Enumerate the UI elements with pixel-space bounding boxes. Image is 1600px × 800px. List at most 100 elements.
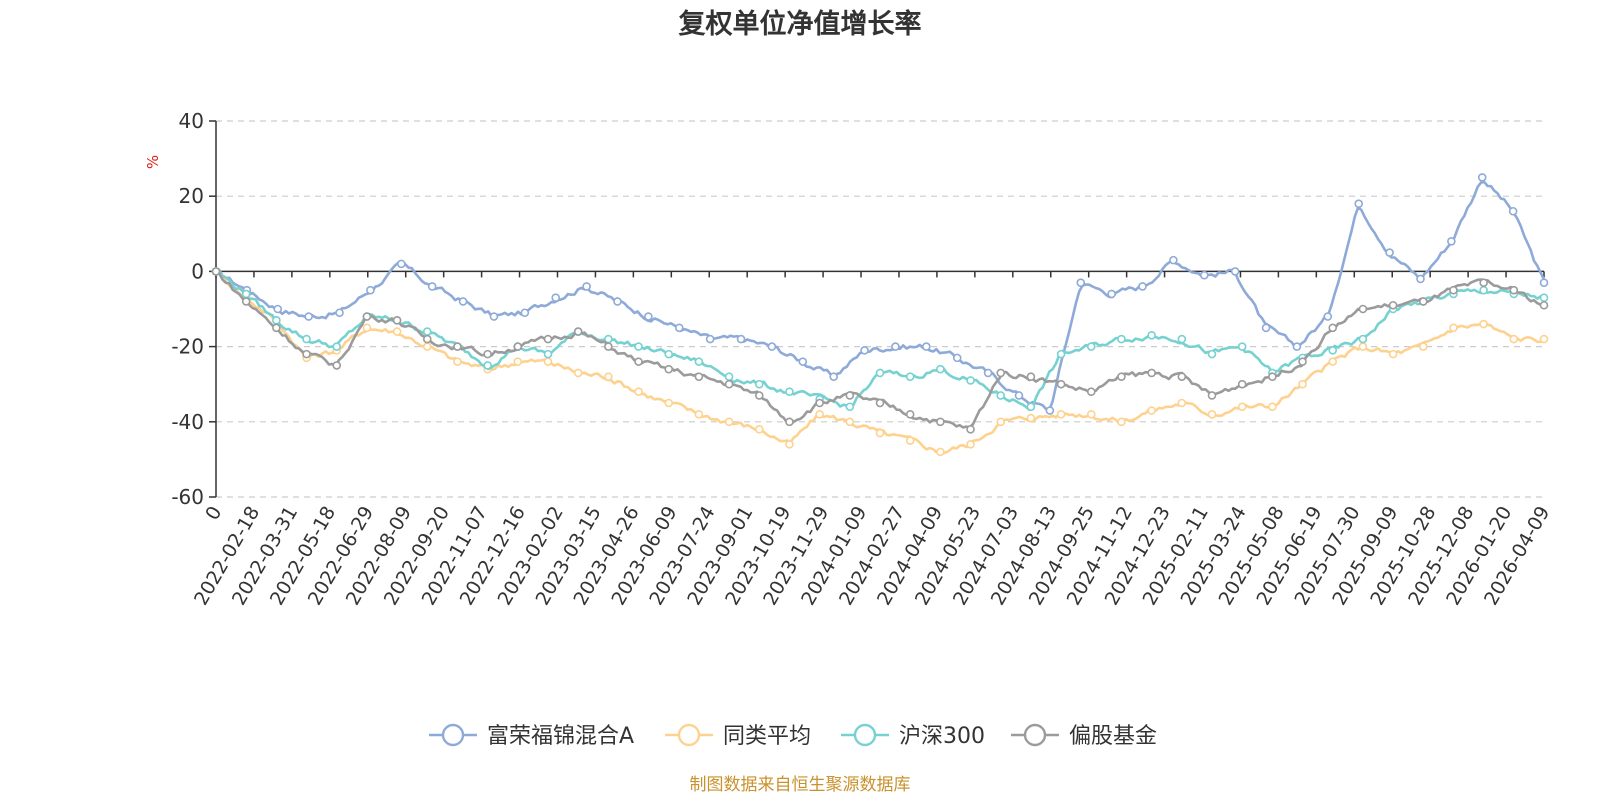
- series-point: [332, 342, 342, 351]
- grid-lines: [216, 120, 1544, 498]
- series-point: [1358, 334, 1368, 344]
- series-point: [1416, 274, 1425, 284]
- series-point: [694, 372, 704, 381]
- series-point: [422, 334, 432, 344]
- series-point: [366, 285, 375, 295]
- series-point: [1147, 406, 1156, 415]
- series-point: [767, 342, 777, 351]
- series-point: [604, 342, 613, 351]
- series-point: [754, 391, 764, 400]
- series-point: [1086, 409, 1096, 419]
- y-tick-label: -60: [171, 485, 204, 509]
- series-point: [1539, 300, 1549, 310]
- series-point: [983, 368, 993, 378]
- legend-label: 同类平均: [723, 724, 811, 749]
- series-point: [1358, 304, 1368, 314]
- series-point: [422, 342, 432, 351]
- data-source-note: 制图数据来自恒生聚源数据库: [690, 775, 911, 795]
- legend-circle-icon: [1023, 723, 1047, 747]
- series-point: [754, 379, 764, 389]
- series-point: [520, 308, 530, 318]
- series-point: [397, 259, 406, 269]
- series-point: [674, 323, 684, 333]
- series-point: [798, 357, 808, 366]
- series-point: [1207, 409, 1217, 419]
- series-point: [513, 357, 523, 366]
- series-lines: [211, 173, 1549, 457]
- legend-label: 富荣福锦混合A: [487, 724, 634, 749]
- series-point: [1477, 173, 1487, 182]
- series-point: [1447, 237, 1456, 246]
- series-point: [694, 409, 704, 419]
- series-point: [489, 312, 499, 321]
- series-point: [1056, 379, 1066, 389]
- series-point: [905, 436, 915, 445]
- series-point: [1237, 379, 1247, 389]
- series-point: [996, 391, 1006, 400]
- series-point: [272, 315, 281, 325]
- series-point: [362, 312, 372, 321]
- series-point: [211, 267, 221, 276]
- series-point: [860, 346, 869, 355]
- series-point: [694, 357, 704, 366]
- series-point: [1169, 255, 1178, 265]
- series-point: [543, 357, 553, 366]
- series-point: [815, 398, 824, 408]
- series-point: [1177, 398, 1187, 408]
- series-point: [875, 368, 885, 378]
- series-point: [302, 349, 311, 359]
- series-point: [1509, 285, 1519, 295]
- series-point: [613, 297, 622, 306]
- series-point: [634, 342, 643, 351]
- series-point: [513, 342, 523, 351]
- series-point: [1323, 312, 1333, 321]
- series-point: [1479, 285, 1488, 295]
- series-point: [966, 425, 975, 434]
- series-point: [1056, 349, 1066, 359]
- series-point: [1509, 334, 1519, 344]
- series-point: [829, 372, 838, 381]
- series-point: [1261, 323, 1271, 333]
- series-point: [582, 282, 591, 291]
- y-tick-label: -40: [171, 410, 204, 434]
- series-point: [273, 304, 283, 314]
- series-point: [1086, 387, 1096, 397]
- series-point: [1539, 293, 1549, 303]
- series-point: [453, 342, 462, 351]
- series-point: [905, 409, 915, 419]
- legend-circle-icon: [677, 723, 701, 747]
- legend-item[interactable]: 同类平均: [665, 723, 811, 749]
- series-point: [573, 368, 583, 378]
- series-point: [952, 353, 962, 363]
- legend-item[interactable]: 偏股基金: [1011, 723, 1157, 749]
- series-point: [1539, 278, 1549, 287]
- series-point: [1298, 357, 1307, 366]
- series-point: [705, 334, 715, 344]
- series-point: [241, 289, 251, 299]
- series-point: [302, 334, 311, 344]
- y-tick-label: 20: [179, 184, 204, 208]
- legend[interactable]: 富荣福锦混合A 同类平均 沪深300 偏股基金: [429, 723, 1157, 749]
- legend-item[interactable]: 沪深300: [841, 723, 985, 749]
- series-point: [332, 361, 342, 370]
- series-point: [604, 372, 613, 381]
- legend-item[interactable]: 富荣福锦混合A: [429, 723, 634, 749]
- series-point: [1237, 402, 1247, 412]
- series-point: [1328, 357, 1338, 366]
- series-point: [1117, 334, 1126, 344]
- series-point: [1418, 297, 1428, 306]
- series-point: [1418, 342, 1428, 351]
- axes: 40200-20-40-6002022-02-182022-03-312022-…: [171, 109, 1554, 609]
- series-point: [1385, 248, 1394, 257]
- series-line: [215, 180, 1546, 412]
- series-point: [304, 312, 313, 321]
- series-point: [1354, 199, 1363, 209]
- series-point: [966, 376, 975, 385]
- y-axis-unit-label: %: [144, 155, 162, 169]
- series-point: [1268, 402, 1277, 412]
- series-point: [1328, 323, 1338, 333]
- series-point: [1138, 282, 1147, 291]
- series-point: [1292, 342, 1302, 351]
- x-tick-label: 0: [201, 503, 226, 524]
- series-point: [845, 391, 855, 400]
